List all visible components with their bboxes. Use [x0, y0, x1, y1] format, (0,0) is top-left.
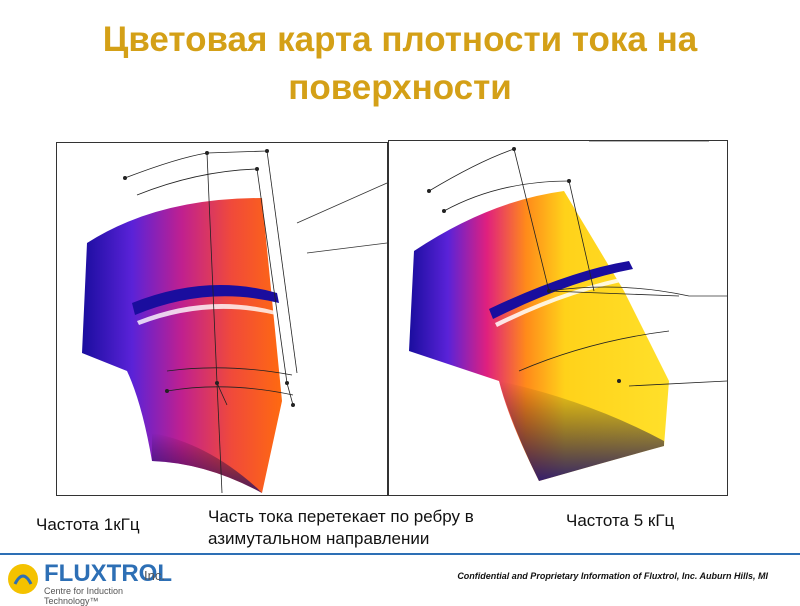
logo-name: FLUXTROL [44, 560, 172, 587]
slide-title: Цветовая карта плотности тока на поверхн… [102, 20, 698, 107]
confidential-notice: Confidential and Proprietary Information… [457, 571, 768, 581]
label-frequency-5khz: Частота 5 кГц [566, 511, 675, 530]
label-edge-current-note: Часть тока перетекает по ребру в азимута… [208, 507, 474, 548]
footer-divider [0, 553, 800, 555]
logo-suffix: Inc. [144, 568, 165, 583]
current-density-map-5khz [388, 140, 728, 496]
logo-tagline: Centre for Induction Technology™ [44, 586, 124, 606]
current-density-map-1khz [56, 142, 388, 496]
label-frequency-1khz: Частота 1кГц [36, 515, 140, 534]
fluxtrol-logo: FLUXTROL Inc. Centre for Induction Techn… [6, 558, 176, 606]
fluxtrol-logo-icon [8, 564, 38, 594]
